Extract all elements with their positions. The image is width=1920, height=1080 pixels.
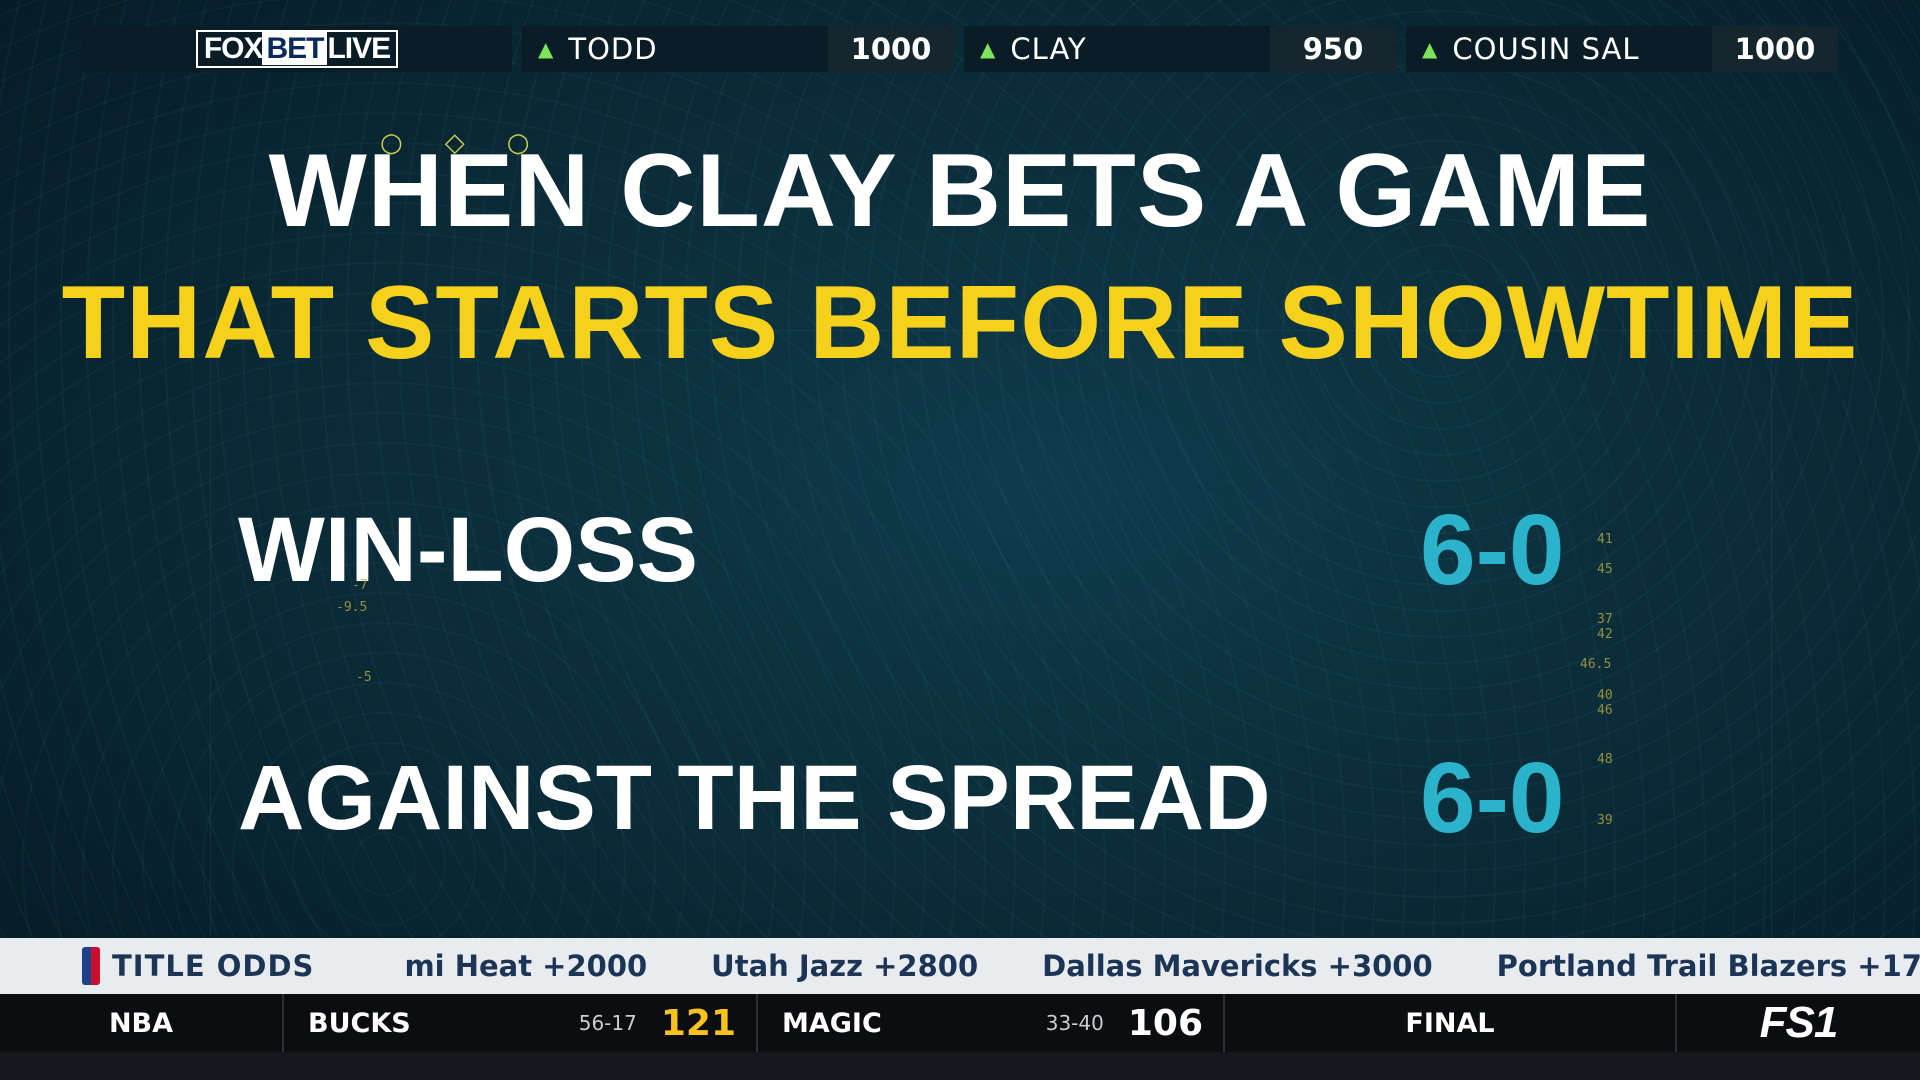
triangle-up-icon: ▲ <box>538 37 555 61</box>
stat-label-ats: AGAINST THE SPREAD <box>238 747 1271 849</box>
ticker-item: Utah Jazz +2800 <box>711 949 979 983</box>
odds-mark: 40 <box>1597 688 1613 703</box>
bottom-bar <box>0 1052 1920 1080</box>
play-marks: ○ ◇ ○ <box>380 128 529 158</box>
score-name: COUSIN SAL <box>1452 32 1640 66</box>
circle-icon: ○ <box>506 128 530 158</box>
game-status: FINAL <box>1225 994 1677 1052</box>
odds-mark: 42 <box>1597 627 1613 642</box>
scoreboard-strip: NBA BUCKS 56-17 121 MAGIC 33-40 106 FINA… <box>0 994 1920 1052</box>
diamond-icon: ◇ <box>444 128 465 158</box>
logo-bet: BET <box>262 32 328 65</box>
headline-line2: THAT STARTS BEFORE SHOWTIME <box>61 265 1859 381</box>
score-todd: ▲ TODD 1000 <box>522 26 954 72</box>
odds-mark: 41 <box>1597 532 1613 547</box>
team-name: BUCKS <box>308 1007 411 1039</box>
odds-mark: 45 <box>1597 562 1613 577</box>
circle-icon: ○ <box>380 128 403 158</box>
odds-mark: 46 <box>1597 703 1613 718</box>
score-name: CLAY <box>1010 32 1087 66</box>
team1: BUCKS 56-17 121 <box>284 994 758 1052</box>
stat-value-ats: 6-0 <box>1420 742 1565 854</box>
ticker-item: Dallas Mavericks +3000 <box>1042 949 1433 983</box>
score-name: TODD <box>568 32 658 66</box>
odds-mark: 46.5 <box>1580 657 1612 672</box>
team-score: 121 <box>660 1002 736 1044</box>
stat-value-win-loss: 6-0 <box>1420 494 1565 606</box>
odds-mark: 39 <box>1597 813 1613 828</box>
ticker-title: TITLE ODDS <box>112 949 315 983</box>
score-cousin-sal: ▲ COUSIN SAL 1000 <box>1406 26 1838 72</box>
ticker-item: mi Heat +2000 <box>404 949 648 983</box>
score-value: 1000 <box>828 26 954 72</box>
logo-live: LIVE <box>327 32 391 65</box>
league-label: NBA <box>0 994 284 1052</box>
odds-mark: 48 <box>1597 752 1613 767</box>
team2: MAGIC 33-40 106 <box>758 994 1225 1052</box>
team-record: 33-40 <box>1045 1011 1104 1035</box>
network-logo: FS1 <box>1759 998 1839 1047</box>
stat-label-win-loss: WIN-LOSS <box>238 499 698 601</box>
team-score: 106 <box>1127 1002 1203 1044</box>
score-value: 950 <box>1270 26 1396 72</box>
ticker-items: mi Heat +2000 Utah Jazz +2800 Dallas Mav… <box>404 949 1920 983</box>
logo-fox: FOX <box>203 32 264 65</box>
odds-mark: -9.5 <box>336 600 368 615</box>
score-bar: FOX BET LIVE ▲ TODD 1000 ▲ CLAY 950 ▲ COUSIN … <box>82 26 1840 72</box>
team-name: MAGIC <box>782 1007 882 1039</box>
score-clay: ▲ CLAY 950 <box>964 26 1396 72</box>
ticker-item: Portland Trail Blazers +17 <box>1496 949 1920 983</box>
fox-bet-live-logo: FOX BET LIVE <box>195 30 399 68</box>
triangle-up-icon: ▲ <box>1422 37 1439 61</box>
team-record: 56-17 <box>578 1011 637 1035</box>
odds-ticker: TITLE ODDS mi Heat +2000 Utah Jazz +2800… <box>0 938 1920 994</box>
odds-mark: -5 <box>356 670 372 685</box>
headline-line1: WHEN CLAY BETS A GAME <box>268 133 1652 249</box>
triangle-up-icon: ▲ <box>980 37 997 61</box>
score-value: 1000 <box>1712 26 1838 72</box>
odds-mark: -7 <box>352 578 368 593</box>
logo-box: FOX BET LIVE <box>82 26 512 72</box>
odds-mark: 37 <box>1597 612 1613 627</box>
